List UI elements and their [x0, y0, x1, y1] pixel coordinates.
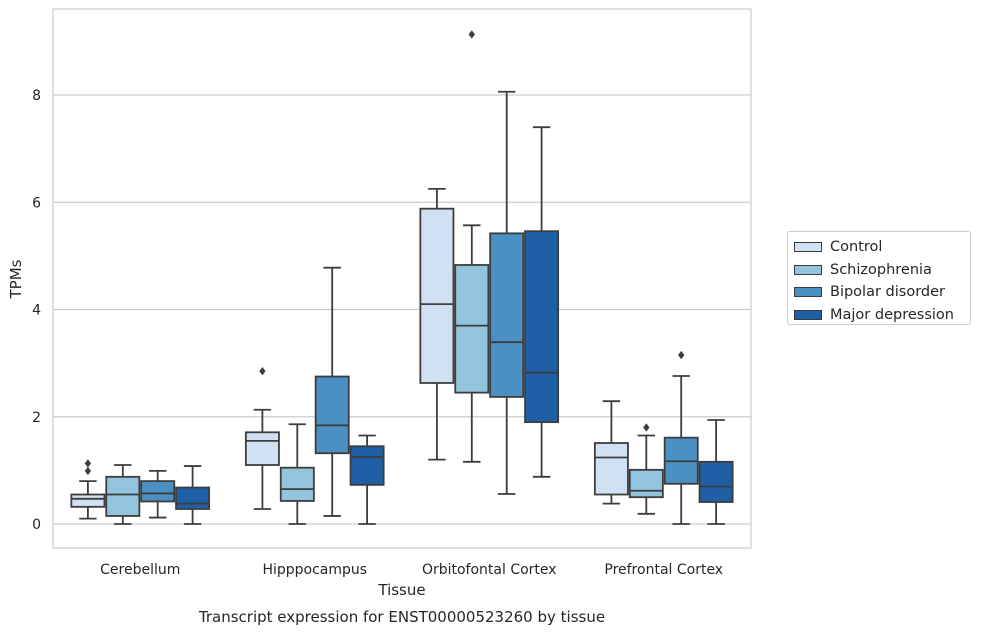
grid-layer [53, 94, 751, 525]
box-iqr [698, 460, 734, 503]
legend-label: Control [830, 239, 883, 256]
box-iqr [454, 264, 490, 394]
box-2-2 [489, 90, 525, 495]
x-axis-label: Tissue [377, 581, 425, 599]
legend-item: Major depression [794, 304, 970, 327]
box-iqr [524, 230, 560, 424]
legend-swatch [794, 264, 822, 275]
box-0-2 [419, 187, 455, 461]
chart-caption: Transcript expression for ENST0000052326… [198, 608, 605, 626]
box-iqr [140, 480, 176, 503]
box-3-0 [175, 465, 211, 525]
y-axis-label: TPMs [7, 259, 25, 299]
box-iqr [419, 207, 455, 384]
legend-swatch [794, 309, 822, 320]
y-tick-labels: 0 2 4 6 8 [32, 88, 41, 533]
box-iqr [349, 445, 385, 486]
x-tick-label: Prefrontal Cortex [604, 562, 723, 578]
outlier-point [84, 459, 92, 468]
box-iqr [279, 466, 315, 502]
marks-layer [70, 30, 734, 525]
outlier-point [678, 350, 685, 360]
box-3-1 [349, 434, 385, 525]
box-0-0 [70, 459, 106, 520]
legend-item: Bipolar disorder [794, 281, 970, 304]
box-1-2 [454, 30, 490, 463]
x-tick-labels: Cerebellum Hipppocampus Orbitofontal Corte… [100, 562, 723, 578]
box-1-3 [628, 423, 664, 515]
box-2-1 [314, 266, 350, 517]
legend: Control Schizophrenia Bipolar disorder Majo… [787, 231, 971, 325]
y-tick-label: 2 [32, 410, 41, 426]
box-iqr [175, 486, 211, 510]
box-1-1 [279, 423, 315, 525]
box-iqr [314, 375, 350, 455]
legend-item: Schizophrenia [794, 259, 970, 282]
y-tick-label: 8 [32, 88, 41, 104]
legend-swatch [794, 242, 822, 253]
box-iqr [105, 475, 141, 517]
outlier-point [84, 466, 92, 476]
box-2-3 [663, 350, 699, 525]
y-tick-label: 4 [32, 303, 41, 319]
box-3-3 [698, 419, 734, 525]
legend-label: Major depression [830, 306, 954, 323]
plot-frame [52, 8, 752, 549]
outlier-point [468, 30, 475, 39]
y-tick-label: 6 [32, 195, 41, 211]
x-tick-label: Orbitofontal Cortex [422, 562, 557, 578]
outlier-point [259, 366, 266, 376]
box-iqr [593, 442, 629, 496]
x-tick-label: Cerebellum [100, 562, 180, 578]
box-0-3 [593, 400, 629, 505]
x-tick-label: Hipppocampus [262, 562, 367, 578]
legend-item: Control [794, 236, 970, 259]
legend-label: Schizophrenia [830, 261, 932, 278]
box-0-1 [244, 366, 280, 510]
legend-label: Bipolar disorder [830, 284, 945, 301]
y-tick-label: 0 [32, 517, 41, 533]
box-3-2 [524, 126, 560, 478]
box-2-0 [140, 470, 176, 519]
outlier-point [643, 423, 650, 432]
box-1-0 [105, 464, 141, 525]
box-iqr [70, 493, 106, 508]
legend-swatch [794, 287, 822, 298]
box-iqr [244, 431, 280, 466]
box-iqr [628, 468, 664, 499]
box-iqr [489, 232, 525, 398]
